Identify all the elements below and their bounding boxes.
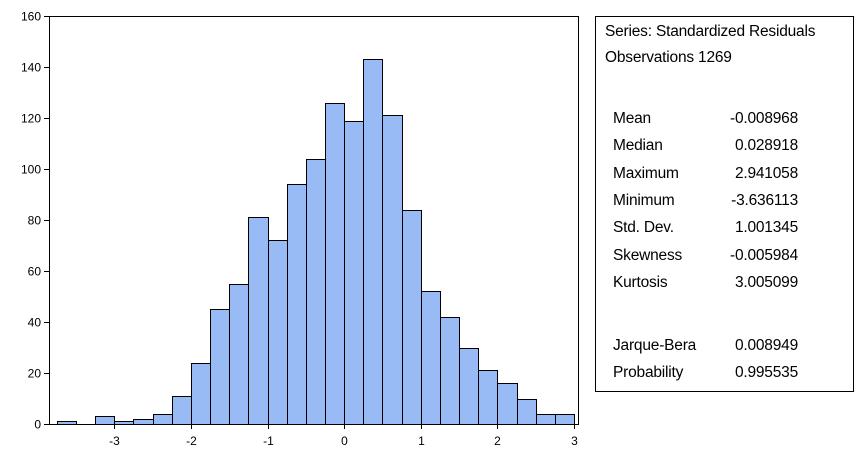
stat-row: Jarque-Bera 0.008949 <box>596 337 853 357</box>
histogram-bar <box>478 370 498 425</box>
histogram-bar <box>172 396 192 425</box>
stat-label: Maximum <box>613 164 679 182</box>
x-axis: -3 -2 -1 0 1 2 3 <box>109 424 578 448</box>
y-tick-label: 20 <box>28 367 42 381</box>
stat-row: Skewness -0.005984 <box>596 247 853 267</box>
stat-label: Minimum <box>613 191 675 209</box>
histogram-bar <box>248 217 269 425</box>
x-tick-label: 2 <box>494 434 501 448</box>
histogram-bar <box>517 399 537 425</box>
stat-label: Probability <box>613 364 684 381</box>
stat-row: Kurtosis 3.005099 <box>596 274 853 294</box>
histogram-bar <box>382 115 403 425</box>
stat-label: Mean <box>613 110 651 127</box>
stat-row: Maximum 2.941058 <box>596 165 853 185</box>
x-tick-label: 3 <box>571 434 578 448</box>
x-tick-label: 0 <box>341 434 348 448</box>
histogram-bar <box>95 416 115 425</box>
histogram-chart: 0 20 40 60 80 100 120 140 160 -3 -2 -1 0 1 2 3 <box>21 10 579 448</box>
histogram-bar <box>344 121 364 425</box>
stat-row: Median 0.028918 <box>596 137 853 157</box>
x-tick-label: -3 <box>109 434 120 448</box>
stat-row: Minimum -3.636113 <box>596 192 853 212</box>
y-tick-label: 120 <box>21 112 41 126</box>
histogram-bar <box>133 419 154 425</box>
histogram-bar <box>363 59 383 425</box>
y-tick-label: 80 <box>28 214 42 228</box>
stat-row: Std. Dev. 1.001345 <box>596 219 853 239</box>
stat-value: 3.005099 <box>734 273 798 291</box>
stat-value: 0.028918 <box>734 137 798 155</box>
histogram-bar <box>555 414 575 425</box>
stat-value: -3.636113 <box>731 191 798 209</box>
histogram-bar <box>459 348 479 425</box>
histogram-bar <box>536 414 556 425</box>
histogram-bar <box>210 309 230 425</box>
histogram-bar <box>325 103 345 425</box>
x-tick-label: -2 <box>186 434 197 448</box>
stat-value: -0.008968 <box>729 110 798 127</box>
stat-value: 2.941058 <box>734 164 798 182</box>
histogram-bar <box>287 184 307 425</box>
y-tick-label: 100 <box>21 163 41 177</box>
histogram-bar <box>268 240 288 425</box>
stat-value: 1.001345 <box>734 219 798 237</box>
histogram-bar <box>191 363 211 425</box>
stat-label: Skewness <box>613 246 683 264</box>
stat-label: Jarque-Bera <box>613 337 697 354</box>
y-tick-label: 40 <box>28 316 42 330</box>
series-name: Series: Standardized Residuals <box>605 23 816 40</box>
histogram-bar <box>440 317 460 425</box>
y-tick-label: 0 <box>34 418 41 432</box>
y-tick-label: 140 <box>21 61 41 75</box>
y-axis: 0 20 40 60 80 100 120 140 160 <box>21 10 49 432</box>
plot-frame <box>49 16 579 425</box>
histogram-bar <box>306 159 326 425</box>
x-tick-label: -1 <box>263 434 274 448</box>
histogram-bar <box>421 291 441 425</box>
histogram-bar <box>497 383 518 425</box>
descriptive-statistics-box: Series: Standardized Residuals Observati… <box>595 16 854 392</box>
stat-value: -0.005984 <box>729 246 798 264</box>
stat-value: 0.008949 <box>734 337 798 354</box>
observations-count: Observations 1269 <box>605 49 732 66</box>
histogram-bar <box>153 414 173 425</box>
histogram-bar <box>402 210 422 425</box>
stat-row: Mean -0.008968 <box>596 110 853 130</box>
stat-label: Median <box>613 137 663 155</box>
y-tick-label: 160 <box>21 10 41 24</box>
stat-value: 0.995535 <box>734 364 798 381</box>
stat-label: Std. Dev. <box>613 219 674 237</box>
y-tick-label: 60 <box>28 265 42 279</box>
histogram-bars <box>57 59 575 425</box>
histogram-bar <box>229 284 249 425</box>
stat-label: Kurtosis <box>613 273 668 291</box>
stat-row: Probability 0.995535 <box>596 364 853 384</box>
x-tick-label: 1 <box>418 434 425 448</box>
